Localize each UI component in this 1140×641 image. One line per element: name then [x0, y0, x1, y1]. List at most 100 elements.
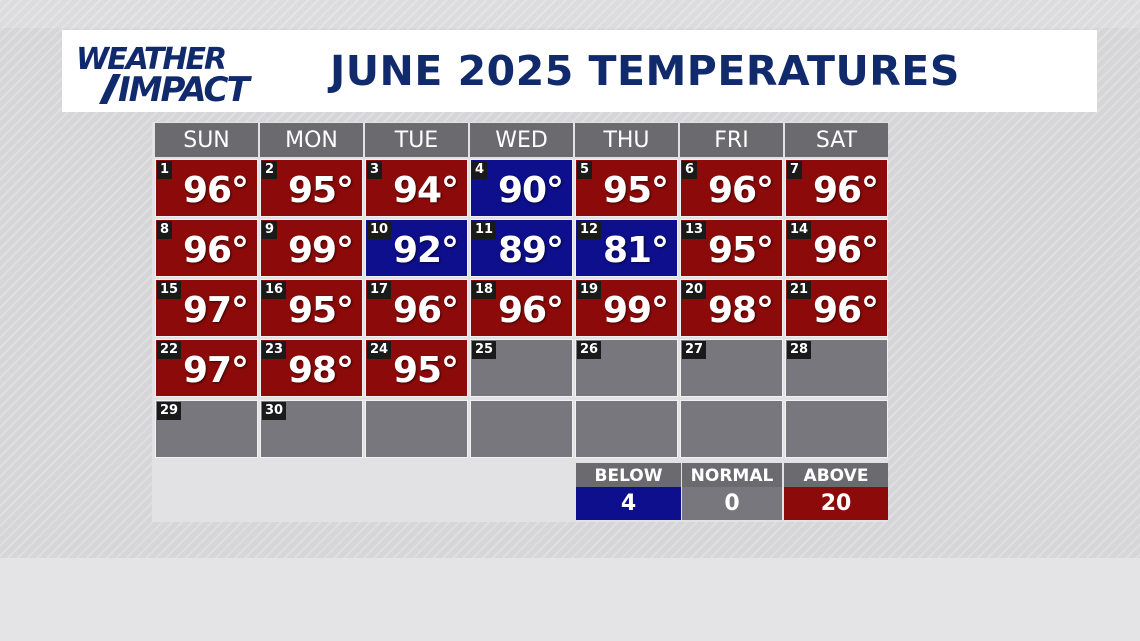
summary-count-normal: 0 — [682, 487, 782, 520]
day-cell: 12 81° — [575, 219, 678, 277]
day-cell: 10 92° — [365, 219, 468, 277]
day-number: 1 — [157, 161, 173, 179]
day-cell: 23 98° — [260, 339, 363, 397]
day-temperature: 89° — [497, 230, 564, 271]
day-temperature: 96° — [812, 170, 879, 211]
day-cell: 29 — [155, 400, 258, 458]
summary-label-above: ABOVE — [784, 463, 888, 487]
day-temperature: 95° — [602, 170, 669, 211]
day-number: 10 — [367, 221, 392, 239]
background-bottom-band — [0, 558, 1140, 641]
day-header-fri: FRI — [680, 123, 783, 157]
day-temperature: 95° — [287, 170, 354, 211]
day-header-thu: THU — [575, 123, 678, 157]
day-temperature: 96° — [182, 230, 249, 271]
day-number: 4 — [472, 161, 488, 179]
day-temperature: 99° — [602, 290, 669, 331]
day-cell: 5 95° — [575, 159, 678, 217]
day-number: 19 — [577, 281, 602, 299]
day-cell: 4 90° — [470, 159, 573, 217]
day-number: 5 — [577, 161, 593, 179]
day-temperature: 96° — [497, 290, 564, 331]
day-cell: 3 94° — [365, 159, 468, 217]
day-cell: 6 96° — [680, 159, 783, 217]
day-number: 26 — [577, 341, 602, 359]
day-temperature: 96° — [812, 230, 879, 271]
background-top-band — [0, 0, 1140, 28]
day-cell: 14 96° — [785, 219, 888, 277]
day-number: 8 — [157, 221, 173, 239]
day-cell: 7 96° — [785, 159, 888, 217]
day-temperature: 92° — [392, 230, 459, 271]
summary-label-below: BELOW — [576, 463, 681, 487]
day-cell: 19 99° — [575, 279, 678, 337]
day-number: 25 — [472, 341, 497, 359]
header-bar: WEATHER IMPACT JUNE 2025 TEMPERATURES — [62, 30, 1097, 112]
day-cell: 11 89° — [470, 219, 573, 277]
day-cell — [470, 400, 573, 458]
day-header-tue: TUE — [365, 123, 468, 157]
day-cell: 30 — [260, 400, 363, 458]
weather-impact-logo: WEATHER IMPACT — [72, 38, 262, 110]
day-header-sun: SUN — [155, 123, 258, 157]
day-number: 23 — [262, 341, 287, 359]
day-cell: 16 95° — [260, 279, 363, 337]
summary-count-above: 20 — [784, 487, 888, 520]
day-cell — [365, 400, 468, 458]
day-number: 15 — [157, 281, 182, 299]
day-cell: 22 97° — [155, 339, 258, 397]
day-temperature: 95° — [392, 350, 459, 391]
day-number: 27 — [682, 341, 707, 359]
day-number: 22 — [157, 341, 182, 359]
day-cell: 18 96° — [470, 279, 573, 337]
day-number: 12 — [577, 221, 602, 239]
day-header-mon: MON — [260, 123, 363, 157]
day-temperature: 94° — [392, 170, 459, 211]
day-number: 9 — [262, 221, 278, 239]
day-cell: 1 96° — [155, 159, 258, 217]
day-header-wed: WED — [470, 123, 573, 157]
day-temperature: 96° — [182, 170, 249, 211]
day-cell: 21 96° — [785, 279, 888, 337]
day-temperature: 96° — [392, 290, 459, 331]
day-temperature: 98° — [287, 350, 354, 391]
day-temperature: 97° — [182, 350, 249, 391]
day-cell: 20 98° — [680, 279, 783, 337]
day-number: 6 — [682, 161, 698, 179]
day-number: 29 — [157, 402, 182, 420]
day-number: 24 — [367, 341, 392, 359]
day-number: 21 — [787, 281, 812, 299]
day-number: 2 — [262, 161, 278, 179]
logo-line-2: IMPACT — [118, 70, 250, 110]
day-temperature: 98° — [707, 290, 774, 331]
day-cell — [575, 400, 678, 458]
day-temperature: 99° — [287, 230, 354, 271]
summary-count-below: 4 — [576, 487, 681, 520]
day-number: 16 — [262, 281, 287, 299]
day-cell: 27 — [680, 339, 783, 397]
day-cell: 17 96° — [365, 279, 468, 337]
day-number: 17 — [367, 281, 392, 299]
day-cell: 25 — [470, 339, 573, 397]
day-temperature: 95° — [287, 290, 354, 331]
day-number: 11 — [472, 221, 497, 239]
day-cell: 15 97° — [155, 279, 258, 337]
day-number: 30 — [262, 402, 287, 420]
day-number: 28 — [787, 341, 812, 359]
day-temperature: 96° — [707, 170, 774, 211]
day-cell: 24 95° — [365, 339, 468, 397]
day-cell — [680, 400, 783, 458]
day-cell: 2 95° — [260, 159, 363, 217]
logo-line-1: WEATHER — [76, 42, 227, 77]
day-temperature: 95° — [707, 230, 774, 271]
day-header-sat: SAT — [785, 123, 888, 157]
day-temperature: 90° — [497, 170, 564, 211]
day-cell — [785, 400, 888, 458]
day-cell: 26 — [575, 339, 678, 397]
day-cell: 28 — [785, 339, 888, 397]
summary-label-normal: NORMAL — [682, 463, 782, 487]
day-number: 20 — [682, 281, 707, 299]
day-number: 13 — [682, 221, 707, 239]
day-cell: 9 99° — [260, 219, 363, 277]
day-temperature: 97° — [182, 290, 249, 331]
